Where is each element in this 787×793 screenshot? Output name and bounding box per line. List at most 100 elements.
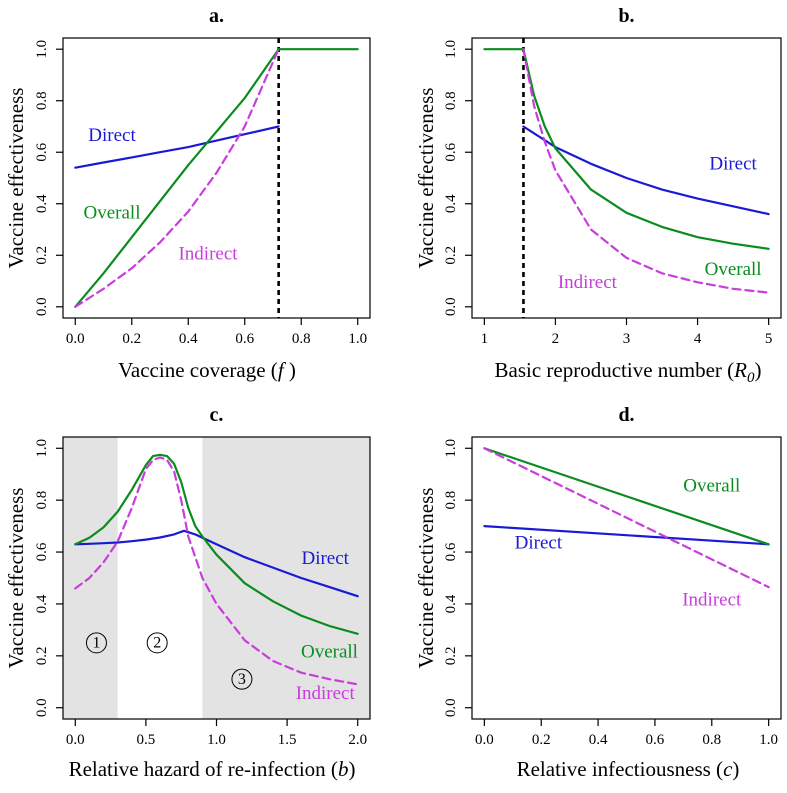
y-tick-label-c-0: 0.0 — [34, 698, 50, 717]
x-tick-label-a-5: 1.0 — [348, 331, 367, 347]
region-label-1: 1 — [92, 635, 100, 652]
x-tick-label-a-2: 0.4 — [179, 331, 198, 347]
x-axis-title-b: Basic reproductive number (R0) — [495, 358, 762, 386]
x-tick-label-d-1: 0.2 — [532, 732, 551, 748]
y-tick-label-c-4: 0.8 — [34, 491, 50, 510]
panel-title-a: a. — [209, 5, 224, 27]
x-tick-label-b-4: 5 — [765, 331, 773, 347]
y-tick-label-b-4: 0.8 — [443, 91, 459, 110]
y-tick-label-a-5: 1.0 — [34, 40, 50, 59]
panel-c: 0.0 0.5 1.0 1.5 2.0 0.0 0.2 0.4 0.6 0.8 1.0 c. Relat… — [4, 404, 371, 781]
series-direct-c — [74, 529, 359, 598]
series-label-indirect-d: Indirect — [682, 590, 742, 611]
x-tick-label-c-4: 2.0 — [348, 732, 367, 748]
series-direct-d — [483, 524, 770, 546]
y-tick-label-d-0: 0.0 — [443, 698, 459, 717]
series-overall-c — [74, 453, 359, 635]
y-tick-label-c-5: 1.0 — [34, 439, 50, 458]
y-tick-label-b-3: 0.6 — [443, 142, 459, 161]
series-label-overall-b: Overall — [705, 259, 762, 280]
y-tick-label-d-2: 0.4 — [443, 594, 459, 613]
x-tick-label-b-2: 3 — [623, 331, 631, 347]
y-tick-label-d-3: 0.6 — [443, 542, 459, 561]
plot-frame-d — [471, 436, 782, 720]
series-label-overall-d: Overall — [683, 476, 740, 497]
x-tick-label-b-1: 2 — [552, 331, 560, 347]
x-tick-label-b-3: 4 — [694, 331, 702, 347]
y-tick-label-d-5: 1.0 — [443, 439, 459, 458]
x-tick-label-c-2: 1.0 — [207, 732, 226, 748]
series-direct-b — [522, 125, 770, 216]
y-tick-label-c-3: 0.6 — [34, 542, 50, 561]
y-tick-label-a-0: 0.0 — [34, 297, 50, 316]
region-circle-2 — [146, 632, 168, 654]
series-indirect-b — [522, 48, 770, 294]
y-tick-label-a-4: 0.8 — [34, 91, 50, 110]
series-label-direct-a: Direct — [88, 125, 136, 146]
series-label-overall-a: Overall — [84, 202, 141, 223]
x-tick-label-c-0: 0.0 — [66, 732, 85, 748]
data-area-d — [483, 447, 770, 589]
series-overall-b — [483, 48, 770, 250]
series-indirect-d — [483, 447, 770, 589]
shaded-region-2 — [202, 437, 370, 719]
region-label-2: 2 — [153, 635, 161, 652]
region-label-3: 3 — [238, 671, 246, 688]
y-tick-label-a-2: 0.4 — [34, 194, 50, 213]
region-circle-1 — [85, 632, 107, 654]
x-tick-label-d-4: 0.8 — [702, 732, 721, 748]
x-tick-label-a-0: 0.0 — [66, 331, 85, 347]
y-tick-label-a-1: 0.2 — [34, 246, 50, 265]
y-tick-label-b-1: 0.2 — [443, 246, 459, 265]
panel-d: 0.0 0.2 0.4 0.6 0.8 1.0 0.0 0.2 0.4 0.6 0.8 1.0 d. Re… — [414, 404, 782, 781]
series-label-indirect-c: Indirect — [296, 683, 356, 704]
x-tick-label-d-5: 1.0 — [759, 732, 778, 748]
x-axis-title-c: Relative hazard of re-infection (b) — [69, 757, 356, 781]
x-axis-title-d: Relative infectiousness (c) — [517, 757, 740, 781]
x-tick-label-a-1: 0.2 — [122, 331, 141, 347]
series-label-indirect-b: Indirect — [558, 272, 618, 293]
series-overall-d — [483, 447, 770, 546]
y-tick-label-b-2: 0.4 — [443, 194, 459, 213]
y-tick-label-b-5: 1.0 — [443, 40, 459, 59]
series-indirect-c — [74, 456, 359, 686]
x-tick-label-c-1: 0.5 — [137, 732, 156, 748]
data-area-b — [483, 38, 770, 318]
panel-b: 1 2 3 4 5 0.0 0.2 0.4 0.6 0.8 1.0 b. Basic reproduct… — [414, 5, 782, 386]
x-tick-label-a-3: 0.6 — [235, 331, 254, 347]
y-axis-title-b: Vaccine effectiveness — [414, 88, 438, 269]
series-label-direct-b: Direct — [709, 153, 757, 174]
series-indirect-a — [74, 48, 280, 308]
data-area-a — [74, 38, 359, 318]
plot-frame-a — [62, 37, 371, 319]
x-tick-label-d-3: 0.6 — [646, 732, 665, 748]
x-tick-label-a-4: 0.8 — [292, 331, 311, 347]
y-tick-label-d-1: 0.2 — [443, 646, 459, 665]
panel-title-b: b. — [618, 5, 634, 27]
data-area-c — [74, 453, 359, 686]
series-label-overall-c: Overall — [301, 642, 358, 663]
shaded-regions-c — [63, 437, 370, 719]
series-label-indirect-a: Indirect — [178, 244, 238, 265]
series-overall-a — [74, 48, 359, 308]
y-tick-label-b-0: 0.0 — [443, 297, 459, 316]
y-tick-label-d-4: 0.8 — [443, 491, 459, 510]
panel-title-c: c. — [210, 404, 224, 426]
y-axis-title-c: Vaccine effectiveness — [4, 488, 28, 669]
region-circle-3 — [231, 668, 253, 690]
panel-title-d: d. — [618, 404, 634, 426]
x-tick-label-b-0: 1 — [481, 331, 489, 347]
x-axis-title-a: Vaccine coverage (f ) — [118, 358, 296, 382]
x-tick-label-d-2: 0.4 — [589, 732, 608, 748]
x-tick-label-d-0: 0.0 — [475, 732, 494, 748]
y-axis-title-d: Vaccine effectiveness — [414, 488, 438, 669]
y-tick-label-a-3: 0.6 — [34, 142, 50, 161]
y-tick-label-c-1: 0.2 — [34, 646, 50, 665]
x-tick-label-c-3: 1.5 — [278, 732, 297, 748]
series-label-direct-d: Direct — [515, 533, 563, 554]
panel-a: 0.0 0.2 0.4 0.6 0.8 1.0 0.0 0.2 0.4 0.6 0.8 1.0 a. Va… — [4, 5, 371, 382]
y-tick-label-c-2: 0.4 — [34, 594, 50, 613]
series-label-direct-c: Direct — [301, 548, 349, 569]
y-axis-title-a: Vaccine effectiveness — [4, 88, 28, 269]
